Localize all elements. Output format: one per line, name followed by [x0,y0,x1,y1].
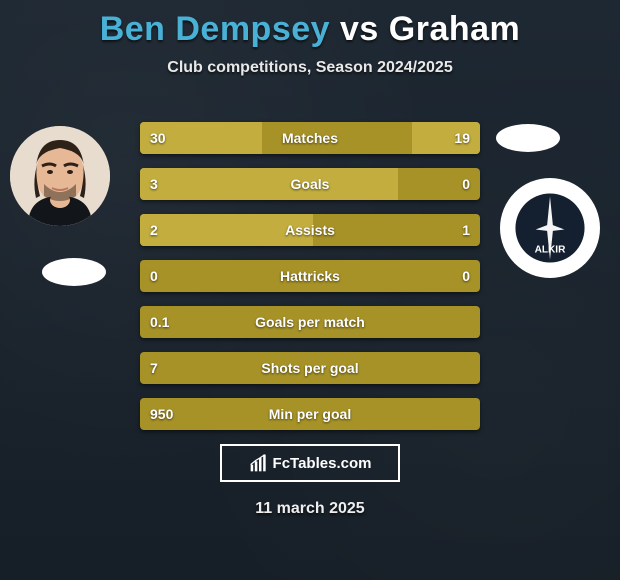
stat-value-right: 1 [462,214,470,246]
comparison-title: Ben Dempsey vs Graham [0,0,620,49]
stat-label: Hattricks [140,260,480,292]
stat-row: 0Hattricks0 [140,260,480,292]
brand-text: FcTables.com [273,455,372,472]
stat-row: 2Assists1 [140,214,480,246]
stat-label: Shots per goal [140,352,480,384]
badge-label: ALKIR [535,244,567,255]
player1-name: Ben Dempsey [100,10,330,48]
stat-value-right: 0 [462,168,470,200]
stat-value-right: 19 [454,122,470,154]
stat-label: Goals [140,168,480,200]
vs-text: vs [340,10,379,48]
stat-row: 30Matches19 [140,122,480,154]
player2-flag [496,124,560,152]
player2-name: Graham [389,10,521,48]
stat-label: Min per goal [140,398,480,430]
stats-bars: 30Matches193Goals02Assists10Hattricks00.… [140,122,480,444]
stat-row: 0.1Goals per match [140,306,480,338]
player1-avatar [10,126,110,226]
stat-label: Goals per match [140,306,480,338]
player2-club-badge: ALKIR [500,178,600,278]
subtitle: Club competitions, Season 2024/2025 [0,59,620,77]
stat-row: 950Min per goal [140,398,480,430]
date-text: 11 march 2025 [0,500,620,518]
stat-value-right: 0 [462,260,470,292]
stat-row: 7Shots per goal [140,352,480,384]
brand-chart-icon [249,453,269,473]
brand-box[interactable]: FcTables.com [220,444,400,482]
stat-label: Assists [140,214,480,246]
stat-row: 3Goals0 [140,168,480,200]
stat-label: Matches [140,122,480,154]
player1-flag [42,258,106,286]
